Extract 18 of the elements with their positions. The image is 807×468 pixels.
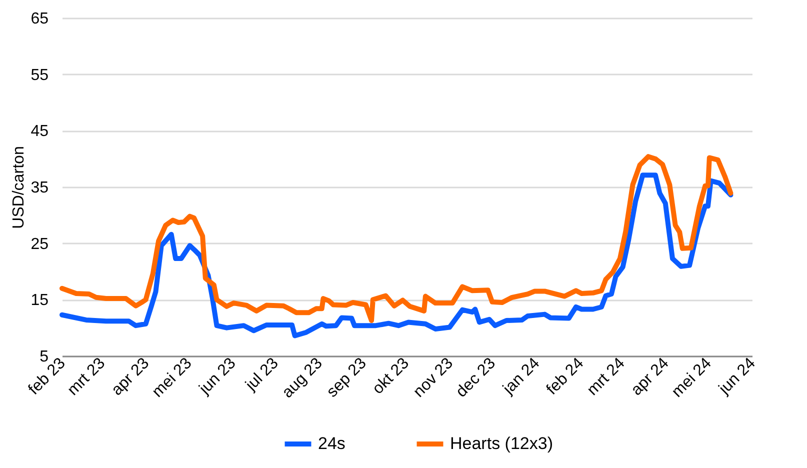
y-tick-label: 5 [40,348,49,366]
legend-label: Hearts (12x3) [450,434,553,453]
x-tick-label: jul 23 [242,354,282,395]
y-tick-label: 65 [30,10,49,28]
legend-label: 24s [318,434,346,453]
x-tick-label: jun 24 [715,354,759,398]
x-tick-label: sep 23 [324,354,370,401]
y-tick-label: 15 [30,292,49,310]
y-tick-label: 45 [30,123,49,140]
x-tick-label: jun 23 [196,354,240,398]
x-tick-label: aug 23 [279,354,326,402]
y-tick-label: 55 [30,66,49,84]
y-tick-label: 35 [30,180,49,196]
y-tick-label: 25 [30,236,49,253]
x-tick-label: mrt 23 [64,354,109,399]
x-tick-label: jan 24 [500,354,544,398]
y-axis-title: USD/carton [10,146,28,229]
x-tick-label: okt 23 [370,354,413,398]
